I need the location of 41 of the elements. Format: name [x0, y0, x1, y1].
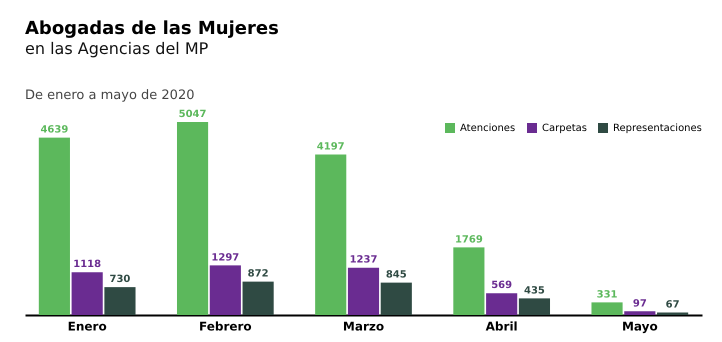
bar [657, 312, 688, 315]
bar [315, 154, 346, 315]
data-label: 1297 [211, 252, 240, 264]
bar [210, 265, 241, 315]
data-label: 331 [596, 289, 618, 300]
data-label: 67 [666, 299, 680, 310]
bar [453, 247, 484, 315]
x-tick-label: Abril [486, 320, 518, 334]
data-label: 435 [524, 285, 545, 296]
chart-subtitle: en las Agencias del MP [25, 39, 209, 58]
x-tick-label: Marzo [342, 320, 384, 334]
data-label: 1118 [73, 259, 102, 270]
data-label: 4639 [40, 124, 68, 136]
x-tick-label: Febrero [199, 320, 252, 334]
data-label: 1769 [454, 234, 483, 246]
data-label: 872 [248, 268, 269, 280]
data-label: 845 [386, 270, 407, 281]
bar [591, 302, 623, 315]
bar [380, 282, 412, 315]
bar [348, 268, 380, 315]
bar [242, 282, 274, 315]
legend-label: Representaciones [613, 123, 702, 134]
data-label: 5047 [178, 109, 207, 120]
bar [518, 298, 550, 315]
bar [624, 311, 656, 315]
data-label: 4197 [316, 142, 345, 153]
x-tick-label: Enero [68, 320, 107, 334]
bar [176, 122, 208, 315]
text: De enero a mayo de 2020 [25, 88, 194, 103]
legend-label: Atenciones [460, 123, 516, 134]
x-tick-label: Mayo [622, 320, 658, 334]
data-label: 730 [110, 274, 130, 286]
data-label: 1237 [350, 254, 378, 266]
data-label: 569 [491, 280, 512, 292]
bar [104, 287, 136, 315]
bar [72, 272, 103, 315]
data-label: 97 [632, 298, 647, 310]
chart-title: Abogadas de las Mujeres [25, 18, 279, 39]
bar [38, 138, 70, 315]
bar [486, 293, 518, 315]
legend-label: Carpetas [542, 123, 587, 134]
